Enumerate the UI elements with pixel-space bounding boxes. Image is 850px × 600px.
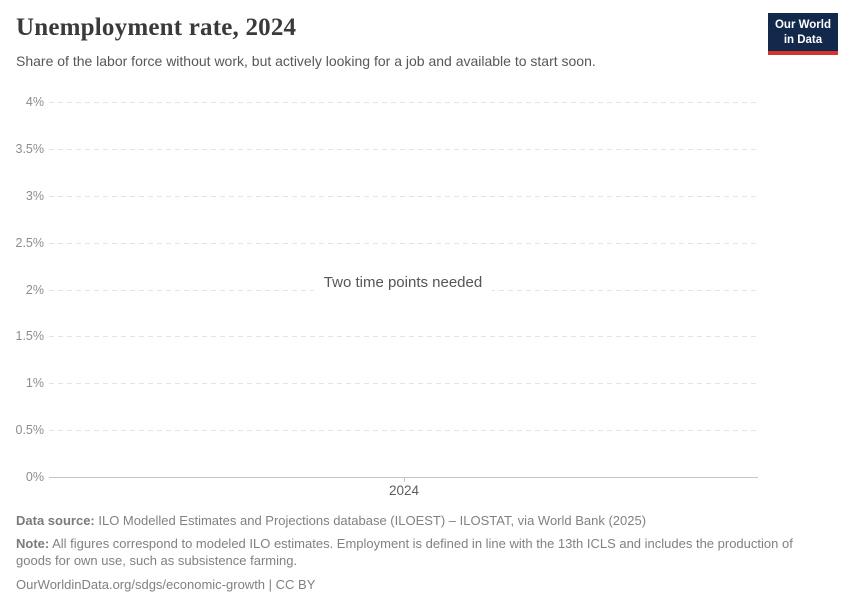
license-label: CC BY xyxy=(275,576,316,592)
citation-line: OurWorldinData.org/sdgs/economic-growth … xyxy=(16,576,794,594)
y-gridline xyxy=(49,196,758,197)
x-tick-mark xyxy=(404,477,405,482)
x-axis-line xyxy=(49,477,758,478)
y-gridline xyxy=(49,102,758,103)
chart-title: Unemployment rate, 2024 xyxy=(16,14,297,41)
y-tick-label: 3% xyxy=(25,189,44,203)
data-source-line: Data source: ILO Modelled Estimates and … xyxy=(16,512,794,530)
chart-subtitle: Share of the labor force without work, b… xyxy=(16,53,596,69)
x-tick-label: 2024 xyxy=(388,483,420,498)
y-tick-label: 2% xyxy=(25,283,44,297)
y-tick-label: 0.5% xyxy=(15,423,45,437)
y-tick-label: 2.5% xyxy=(15,236,45,250)
y-gridline xyxy=(49,243,758,244)
y-tick-label: 1% xyxy=(25,376,44,390)
data-source-text: ILO Modelled Estimates and Projections d… xyxy=(94,513,647,528)
y-tick-label: 0% xyxy=(25,470,44,484)
chart-footer: Data source: ILO Modelled Estimates and … xyxy=(16,512,794,598)
data-source-label: Data source: xyxy=(16,513,95,528)
canonical-url-link[interactable]: OurWorldinData.org/sdgs/economic-growth xyxy=(16,576,266,592)
y-tick-label: 1.5% xyxy=(15,329,45,343)
no-data-message: Two time points needed xyxy=(313,274,493,291)
y-gridline xyxy=(49,149,758,150)
y-tick-label: 3.5% xyxy=(15,142,45,156)
owid-logo-line1: Our World xyxy=(774,19,831,31)
note-label: Note: xyxy=(16,535,50,551)
y-tick-label: 4% xyxy=(25,95,44,109)
citation-separator: | xyxy=(265,576,276,592)
y-gridline xyxy=(49,430,758,431)
y-gridline xyxy=(49,336,758,337)
note-text: All figures correspond to modeled ILO es… xyxy=(16,535,793,569)
note-line: Note: All figures correspond to modeled … xyxy=(16,535,794,570)
owid-logo-line2: in Data xyxy=(783,33,823,46)
owid-logo[interactable]: Our World in Data xyxy=(767,13,838,56)
y-gridline xyxy=(49,383,758,384)
